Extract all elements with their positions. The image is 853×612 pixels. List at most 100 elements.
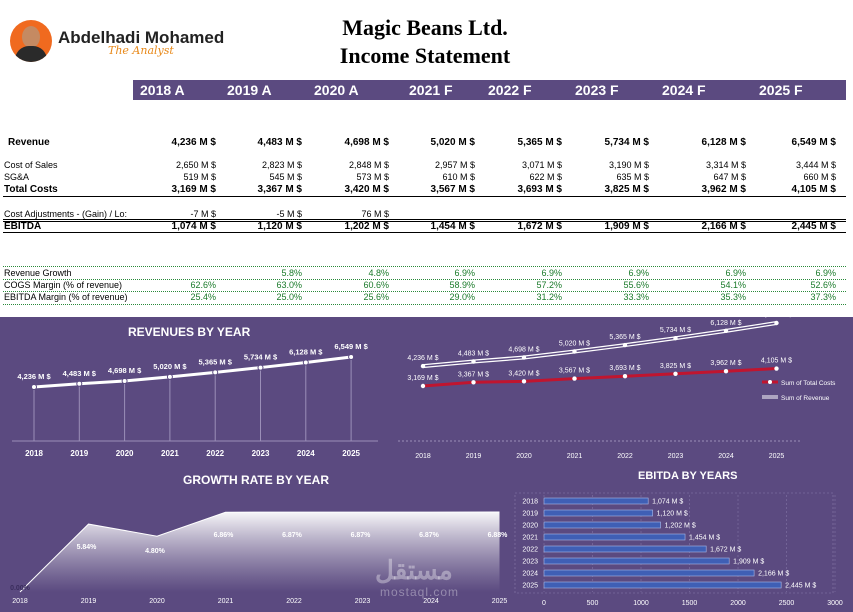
rev-point-4: [212, 369, 219, 376]
dashboard-charts: 4,236 M $ 2018 4,483 M $ 2019 4,698 M $ 2020 5…: [10, 317, 843, 607]
ratio-cell-1-7: 52.6%: [810, 280, 836, 290]
ebitda-cat-6: 2024: [522, 571, 538, 578]
cmp-label-0-7: 6,549 M $: [761, 317, 792, 319]
ratio-cell-0-2: 4.8%: [368, 268, 389, 278]
growth-label-0: 0.00%: [10, 585, 31, 592]
rev-xtick-0: 2018: [25, 449, 43, 458]
cmp-xtick-7: 2025: [769, 453, 785, 460]
ebitda-bar-4: [543, 545, 707, 553]
cmp-point-0-1: [471, 359, 476, 364]
ebitda-chart-title: EBITDA BY YEARS: [638, 470, 738, 482]
ratio-cell-2-3: 29.0%: [449, 292, 475, 302]
rev-xtick-7: 2025: [342, 449, 360, 458]
ebitda-xtick-5: 2500: [779, 600, 795, 607]
ebitda-bar-3: [543, 533, 686, 541]
growth-xtick-6: 2024: [423, 598, 439, 605]
cell-3-5: 3,825 M $: [604, 184, 649, 195]
cell-5-3: 1,454 M $: [430, 221, 475, 232]
ebitda-frame: [514, 492, 834, 594]
rev-line: [33, 355, 352, 389]
year-header-4: 2022 F: [488, 82, 532, 98]
rev-label-1: 4,483 M $: [63, 369, 97, 378]
table-rule-0: [3, 196, 846, 197]
ratio-cell-0-6: 6.9%: [725, 268, 746, 278]
cmp-point-0-7: [774, 320, 779, 326]
rev-label-2: 4,698 M $: [108, 366, 142, 375]
ratio-cell-1-6: 54.1%: [720, 280, 746, 290]
ratio-cell-1-2: 60.6%: [363, 280, 389, 290]
cmp-point-0-0: [420, 363, 426, 369]
cmp-point-1-2: [521, 379, 527, 384]
cell-2-5: 635 M $: [616, 172, 649, 182]
rev-label-6: 6,128 M $: [289, 347, 323, 356]
cmp-label-0-0: 4,236 M $: [407, 355, 438, 362]
cmp-revenue-line-inner: [422, 322, 777, 367]
cmp-point-0-5: [673, 335, 678, 341]
cmp-point-1-1: [471, 380, 476, 385]
growth-xtick-5: 2023: [355, 598, 371, 605]
rev-point-7: [348, 354, 355, 360]
cell-1-6: 3,314 M $: [705, 160, 746, 170]
cmp-label-1-5: 3,825 M $: [660, 363, 691, 370]
brand-tagline: The Analyst: [108, 44, 174, 57]
cell-5-0: 1,074 M $: [171, 221, 216, 232]
ratio-cell-0-1: 5.8%: [281, 268, 302, 278]
ebitda-bar-0: [543, 497, 649, 505]
ratio-cell-0-4: 6.9%: [541, 268, 562, 278]
growth-label-5: 6.87%: [351, 532, 372, 539]
cmp-xtick-0: 2018: [415, 453, 431, 460]
ebitda-label-5: 1,909 M $: [733, 559, 764, 566]
cmp-point-1-0: [420, 383, 426, 389]
cmp-label-0-6: 6,128 M $: [710, 320, 741, 327]
ebitda-cat-5: 2023: [522, 559, 538, 566]
cmp-xtick-3: 2021: [567, 453, 583, 460]
ratio-cell-2-2: 25.6%: [363, 292, 389, 302]
ratio-label-1: COGS Margin (% of revenue): [4, 280, 123, 290]
growth-xtick-1: 2019: [81, 598, 97, 605]
ratio-cell-1-1: 63.0%: [276, 280, 302, 290]
ebitda-bar-2: [543, 521, 661, 529]
growth-label-3: 6.86%: [214, 532, 235, 539]
cell-3-2: 3,420 M $: [344, 184, 389, 195]
ebitda-xtick-0: 0: [542, 600, 546, 607]
cell-2-7: 660 M $: [803, 172, 836, 182]
cell-0-5: 5,734 M $: [604, 137, 649, 148]
growth-xtick-4: 2022: [286, 598, 302, 605]
row-label-3: Total Costs: [4, 184, 58, 195]
ratio-cell-2-5: 33.3%: [623, 292, 649, 302]
ratio-cell-2-6: 35.3%: [720, 292, 746, 302]
row-label-1: Cost of Sales: [4, 160, 58, 170]
revenues-chart-title: REVENUES BY YEAR: [128, 325, 251, 339]
cmp-point-1-5: [673, 371, 678, 376]
ebitda-label-2: 1,202 M $: [665, 523, 696, 530]
avatar: [10, 20, 52, 62]
rev-xtick-1: 2019: [70, 449, 88, 458]
growth-line: [19, 511, 500, 593]
cmp-xtick-6: 2024: [718, 453, 734, 460]
rev-point-6: [302, 359, 309, 366]
growth-chart-title: GROWTH RATE BY YEAR: [183, 473, 330, 487]
rev-xtick-5: 2023: [252, 449, 270, 458]
cell-1-5: 3,190 M $: [608, 160, 649, 170]
year-header-2: 2020 A: [314, 82, 359, 98]
year-header-1: 2019 A: [227, 82, 272, 98]
cell-0-4: 5,365 M $: [517, 137, 562, 148]
legend-rev-label: Sum of Revenue: [781, 395, 830, 402]
ebitda-xtick-3: 1500: [682, 600, 698, 607]
cell-1-4: 3,071 M $: [521, 160, 562, 170]
cell-5-4: 1,672 M $: [517, 221, 562, 232]
year-header-6: 2024 F: [662, 82, 706, 98]
cmp-label-1-7: 4,105 M $: [761, 358, 792, 365]
legend-cost-dot: [768, 380, 772, 384]
year-header-7: 2025 F: [759, 82, 803, 98]
ebitda-xtick-1: 500: [587, 600, 599, 607]
cell-1-1: 2,823 M $: [261, 160, 302, 170]
rev-label-4: 5,365 M $: [199, 357, 233, 366]
ratio-label-0: Revenue Growth: [4, 268, 72, 278]
rev-xtick-6: 2024: [297, 449, 315, 458]
cell-1-7: 3,444 M $: [795, 160, 836, 170]
cmp-point-0-6: [723, 328, 729, 334]
ratio-cell-1-5: 55.6%: [623, 280, 649, 290]
cell-2-3: 610 M $: [442, 172, 475, 182]
growth-label-6: 6.87%: [419, 532, 440, 539]
